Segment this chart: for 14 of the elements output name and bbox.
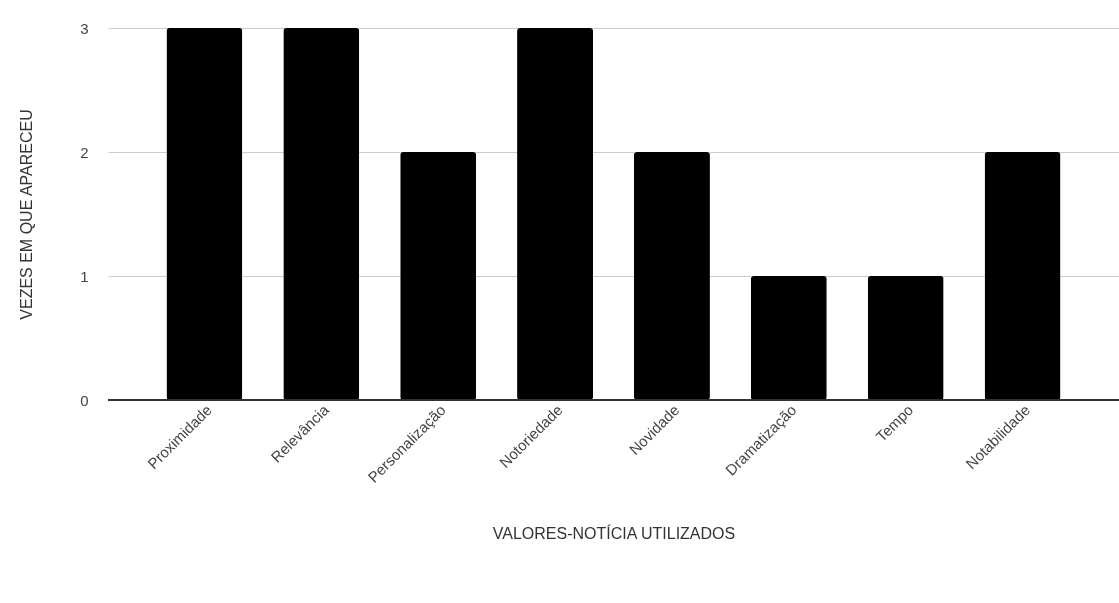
y-axis-title: VEZES EM QUE APARECEU [18,109,36,320]
bar [984,152,1061,400]
bar [867,276,944,400]
y-tick-label: 2 [80,143,89,161]
y-tick-label: 3 [80,19,89,37]
bar [166,28,243,400]
bar [750,276,827,400]
x-axis-title: VALORES-NOTÍCIA UTILIZADOS [492,523,736,542]
bar [633,152,710,400]
bar [283,28,360,400]
bar [400,152,477,400]
y-tick-label: 1 [80,267,89,285]
bar [517,28,594,400]
y-tick-label: 0 [80,391,89,409]
